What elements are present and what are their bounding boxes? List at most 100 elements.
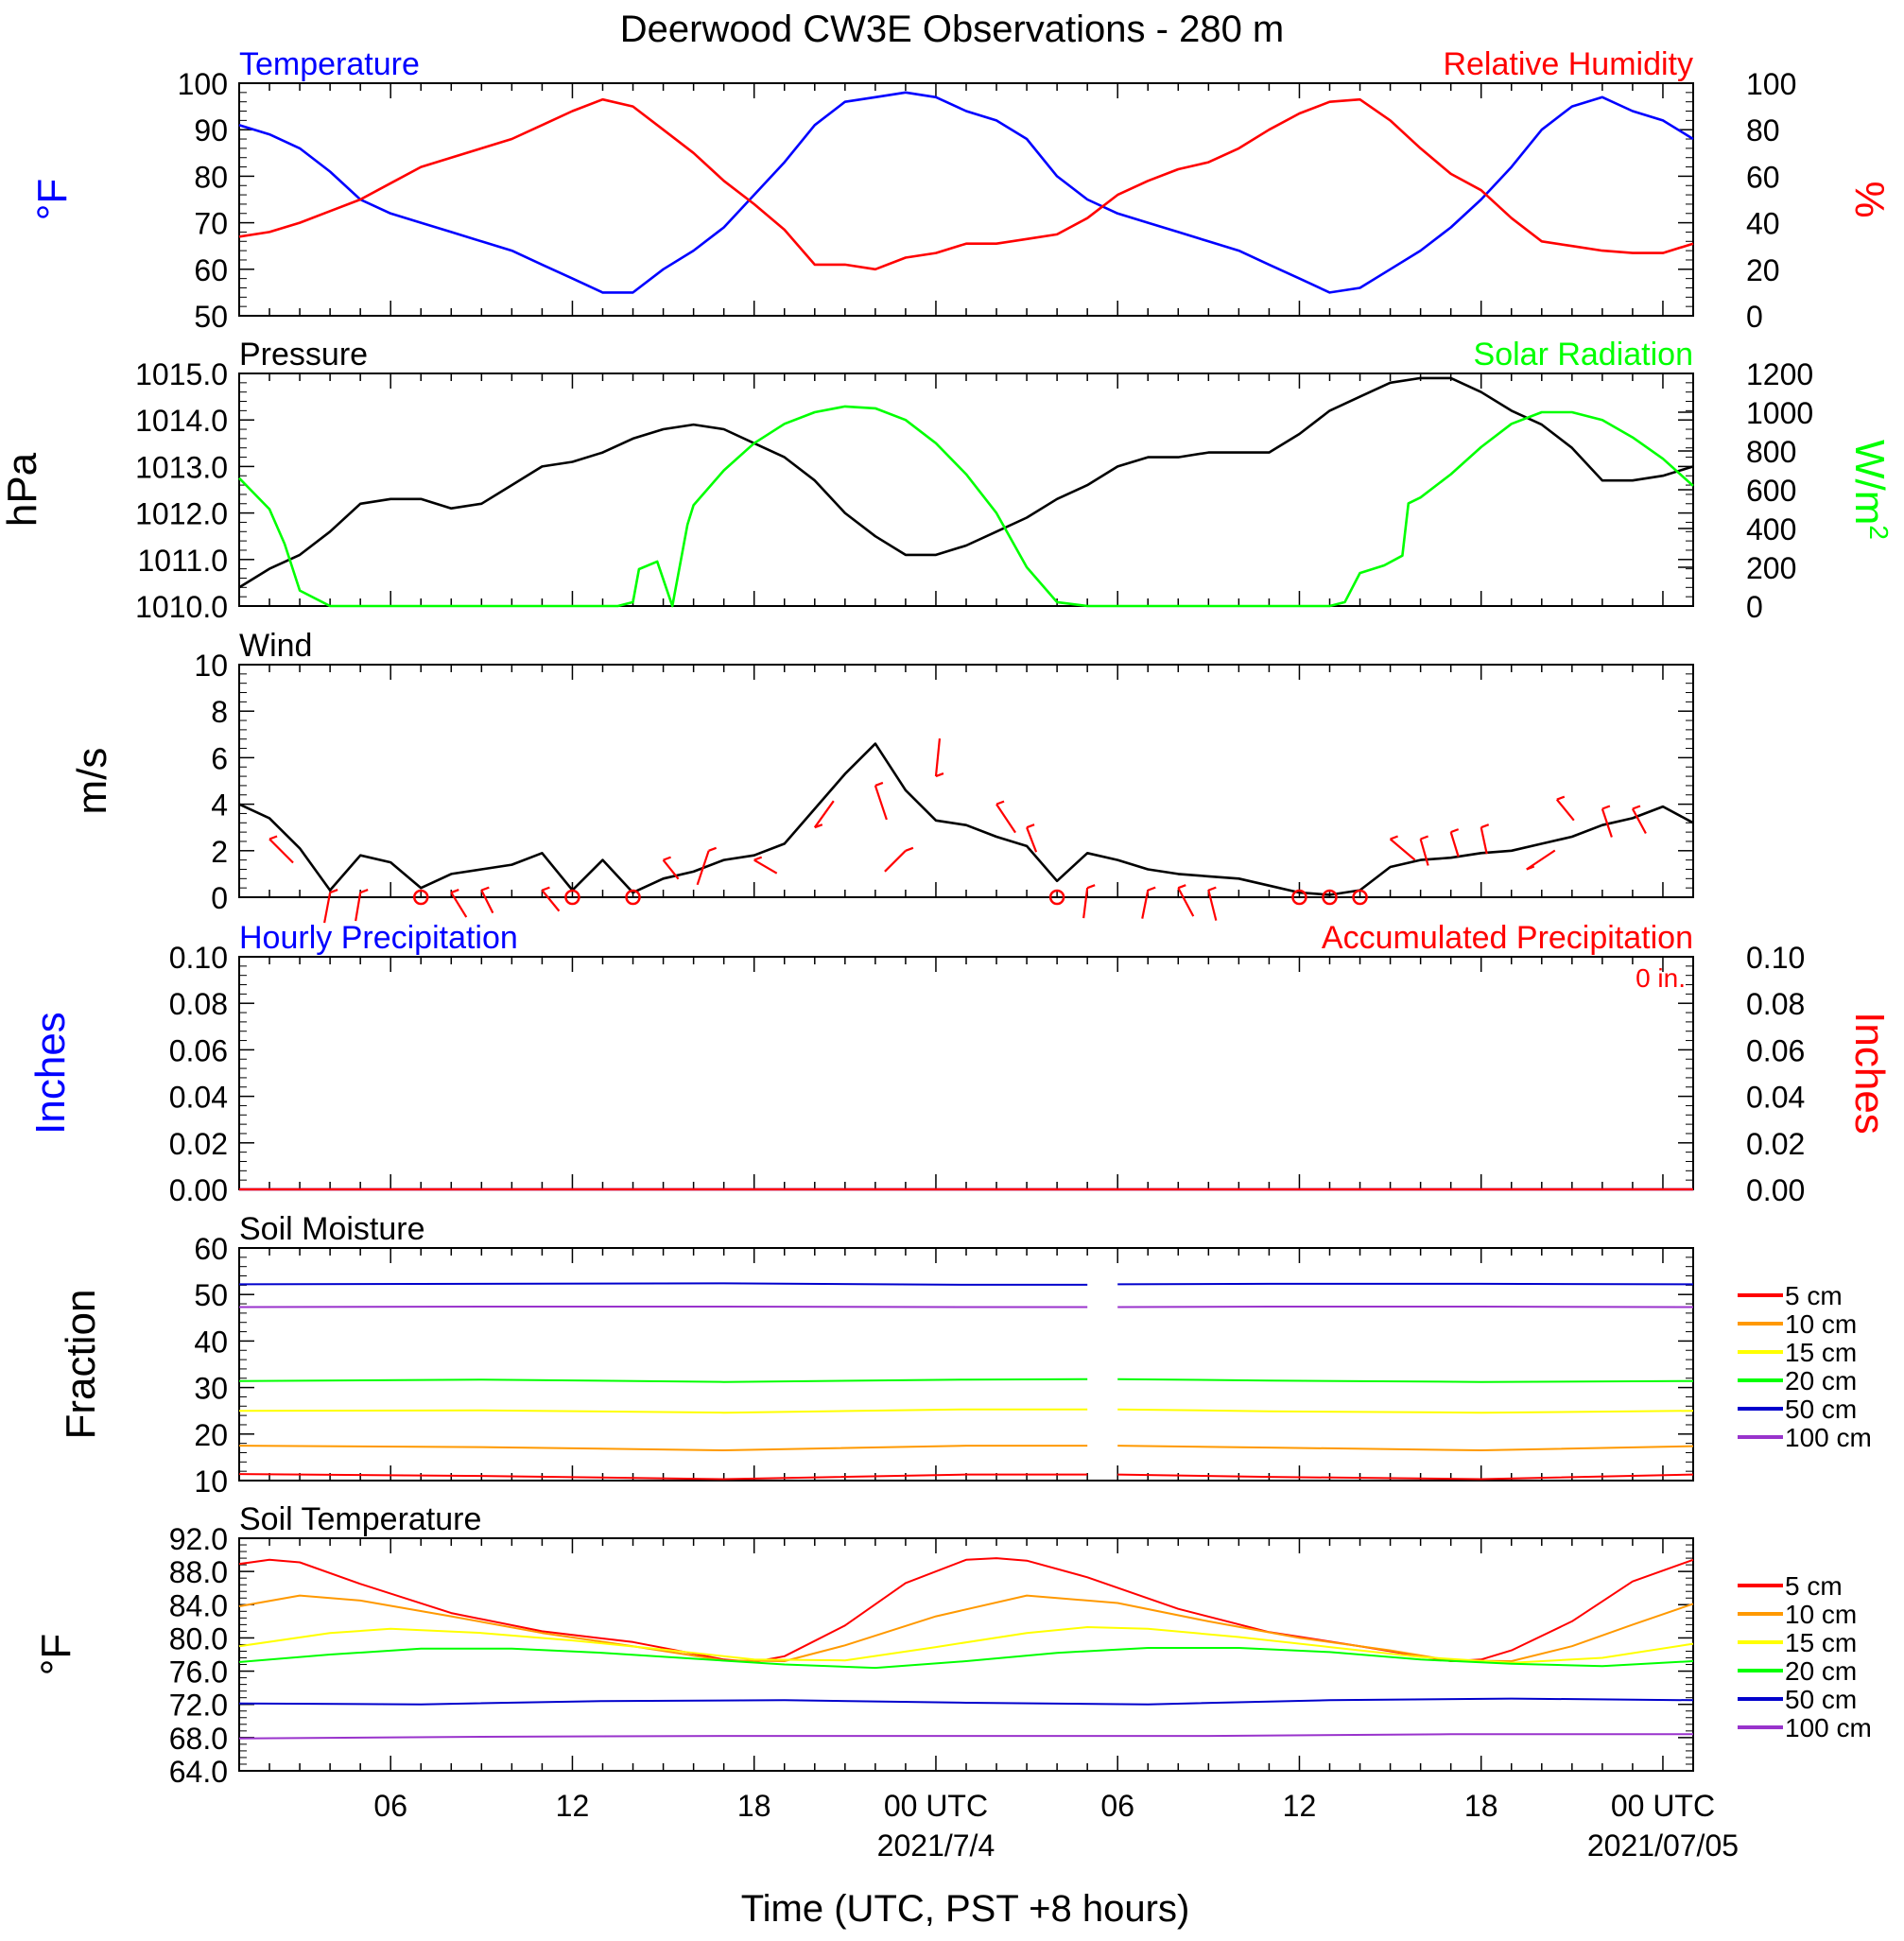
wind-barb: [1449, 831, 1460, 858]
y-left-axis-label: °F: [33, 1634, 79, 1675]
y-left-tick-label: 68.0: [169, 1722, 228, 1756]
wind-barb: [934, 737, 942, 777]
series-line-100-cm: [238, 1306, 1088, 1308]
x-tick-label: 06: [1100, 1789, 1134, 1823]
figure-title: Deerwood CW3E Observations - 280 m: [620, 9, 1285, 50]
y-right-tick-label: 400: [1746, 512, 1796, 546]
panel-title-left: Pressure: [239, 337, 368, 373]
accumulated-total: 0 in.: [1636, 963, 1686, 993]
wind-barb-flag: [450, 889, 459, 894]
x-tick-label: 18: [737, 1789, 771, 1823]
y-left-tick-label: 70: [194, 207, 228, 241]
legend-label: 15 cm: [1785, 1628, 1857, 1657]
wind-barb-flag: [753, 856, 763, 861]
y-left-tick-label: 64.0: [169, 1755, 228, 1789]
y-left-axis-label: Fraction: [58, 1290, 104, 1440]
panel-title-left: Hourly Precipitation: [239, 920, 518, 956]
wind-barb-flag: [1480, 823, 1490, 829]
y-left-tick-label: 8: [211, 695, 228, 729]
y-right-tick-label: 0.04: [1746, 1081, 1805, 1115]
legend-label: 15 cm: [1785, 1338, 1857, 1367]
y-right-tick-label: 0: [1746, 300, 1763, 334]
y-right-tick-label: 0.08: [1746, 987, 1805, 1021]
y-left-axis-label: Inches: [27, 1012, 74, 1135]
wind-barb: [874, 785, 888, 821]
wind-barb: [1207, 890, 1218, 921]
calm-wind-marker: [625, 889, 641, 906]
y-right-tick-label: 0.00: [1746, 1173, 1805, 1207]
wind-barb: [541, 889, 561, 912]
wind-barb-flag: [1086, 884, 1096, 890]
wind-barb-flag: [814, 823, 823, 829]
y-left-tick-label: 0: [211, 881, 228, 915]
panel-pressure-solar: 1015.0 1014.0 1013.0 1012.0 1011.0 1010.0 1200…: [0, 337, 1895, 624]
legend-label: 20 cm: [1785, 1366, 1857, 1395]
wind-barb: [662, 858, 680, 880]
y-right-tick-label: 600: [1746, 474, 1796, 508]
series-line-5-cm: [1117, 1473, 1694, 1481]
y-left-tick-label: 40: [194, 1325, 228, 1359]
wind-barb-flag: [480, 886, 490, 892]
y-left-tick-label: 10: [194, 649, 228, 683]
panel-title-right: Relative Humidity: [1443, 46, 1693, 82]
series-line-100-cm: [1117, 1306, 1694, 1308]
wind-barb: [1631, 807, 1647, 835]
wind-barb-flag: [542, 886, 550, 892]
y-right-axis-label: %: [1846, 181, 1893, 217]
y-left-axis-label: m/s: [69, 748, 115, 815]
series-line-15-cm: [238, 1626, 1694, 1664]
y-right-tick-label: 1000: [1746, 396, 1813, 430]
wind-barb: [1177, 887, 1195, 917]
wind-barb-flag: [708, 846, 718, 852]
wind-barb-flag: [995, 800, 1005, 806]
legend-label: 10 cm: [1785, 1600, 1857, 1629]
panel-temperature-humidity: 100 90 80 70 60 50 100 80 60 40 20 0 Temperature Rela…: [29, 46, 1893, 334]
y-right-axis-label-text: W/m: [1846, 440, 1893, 525]
wind-barb: [1419, 839, 1429, 866]
calm-wind-marker: [564, 889, 580, 906]
panel-precipitation: 0.10 0.08 0.06 0.04 0.02 0.00 0.10 0.08 0.06 0.04…: [27, 920, 1893, 1207]
x-date-label: 2021/07/05: [1587, 1828, 1739, 1863]
y-left-tick-label: 60: [194, 253, 228, 287]
y-left-tick-label: 88.0: [169, 1555, 228, 1589]
series-line-15-cm: [1117, 1408, 1694, 1414]
y-left-tick-label: 0.08: [169, 987, 228, 1021]
legend-label: 50 cm: [1785, 1395, 1857, 1424]
y-left-axis-label: hPa: [0, 452, 45, 527]
wind-barb: [696, 850, 710, 886]
wind-barb-flag: [1026, 823, 1035, 829]
y-left-tick-label: 1014.0: [135, 404, 228, 438]
y-left-tick-label: 90: [194, 113, 228, 147]
y-left-axis-label: °F: [29, 179, 76, 220]
plot-frame: [238, 956, 1694, 1190]
x-tick-label: 12: [1283, 1789, 1317, 1823]
y-left-tick-label: 10: [194, 1464, 228, 1499]
plot-frame: [238, 82, 1694, 317]
wind-barb-flag: [905, 846, 914, 852]
y-right-axis-label-text: %: [1846, 181, 1893, 217]
wind-barb-flag: [1556, 795, 1566, 801]
series-line-100-cm: [238, 1733, 1693, 1740]
wind-barb: [1480, 826, 1488, 855]
panel-title-left: Soil Moisture: [239, 1211, 425, 1247]
x-tick-label: 00 UTC: [884, 1789, 988, 1823]
series-line-50-cm: [238, 1282, 1088, 1286]
calm-wind-marker: [413, 889, 429, 906]
y-left-tick-label: 0.06: [169, 1033, 228, 1067]
y-left-tick-label: 2: [211, 835, 228, 869]
y-left-tick-label: 1012.0: [135, 497, 228, 531]
series-line-20-cm: [238, 1378, 1088, 1383]
wind-barb: [1026, 826, 1038, 853]
panel-title-right: Solar Radiation: [1474, 337, 1693, 373]
wind-barb-flag: [1207, 886, 1217, 892]
series-line-20-cm: [1117, 1378, 1694, 1383]
x-tick-label: 12: [556, 1789, 590, 1823]
panel-title-left: Soil Temperature: [239, 1501, 481, 1537]
y-right-axis-label-superscript: 2: [1865, 525, 1895, 540]
y-right-tick-label: 0.06: [1746, 1033, 1805, 1067]
series-line-10-cm: [238, 1594, 1694, 1662]
y-left-tick-label: 0.10: [169, 941, 228, 975]
legend-label: 20 cm: [1785, 1656, 1857, 1686]
panel-title-left: Wind: [239, 628, 312, 664]
